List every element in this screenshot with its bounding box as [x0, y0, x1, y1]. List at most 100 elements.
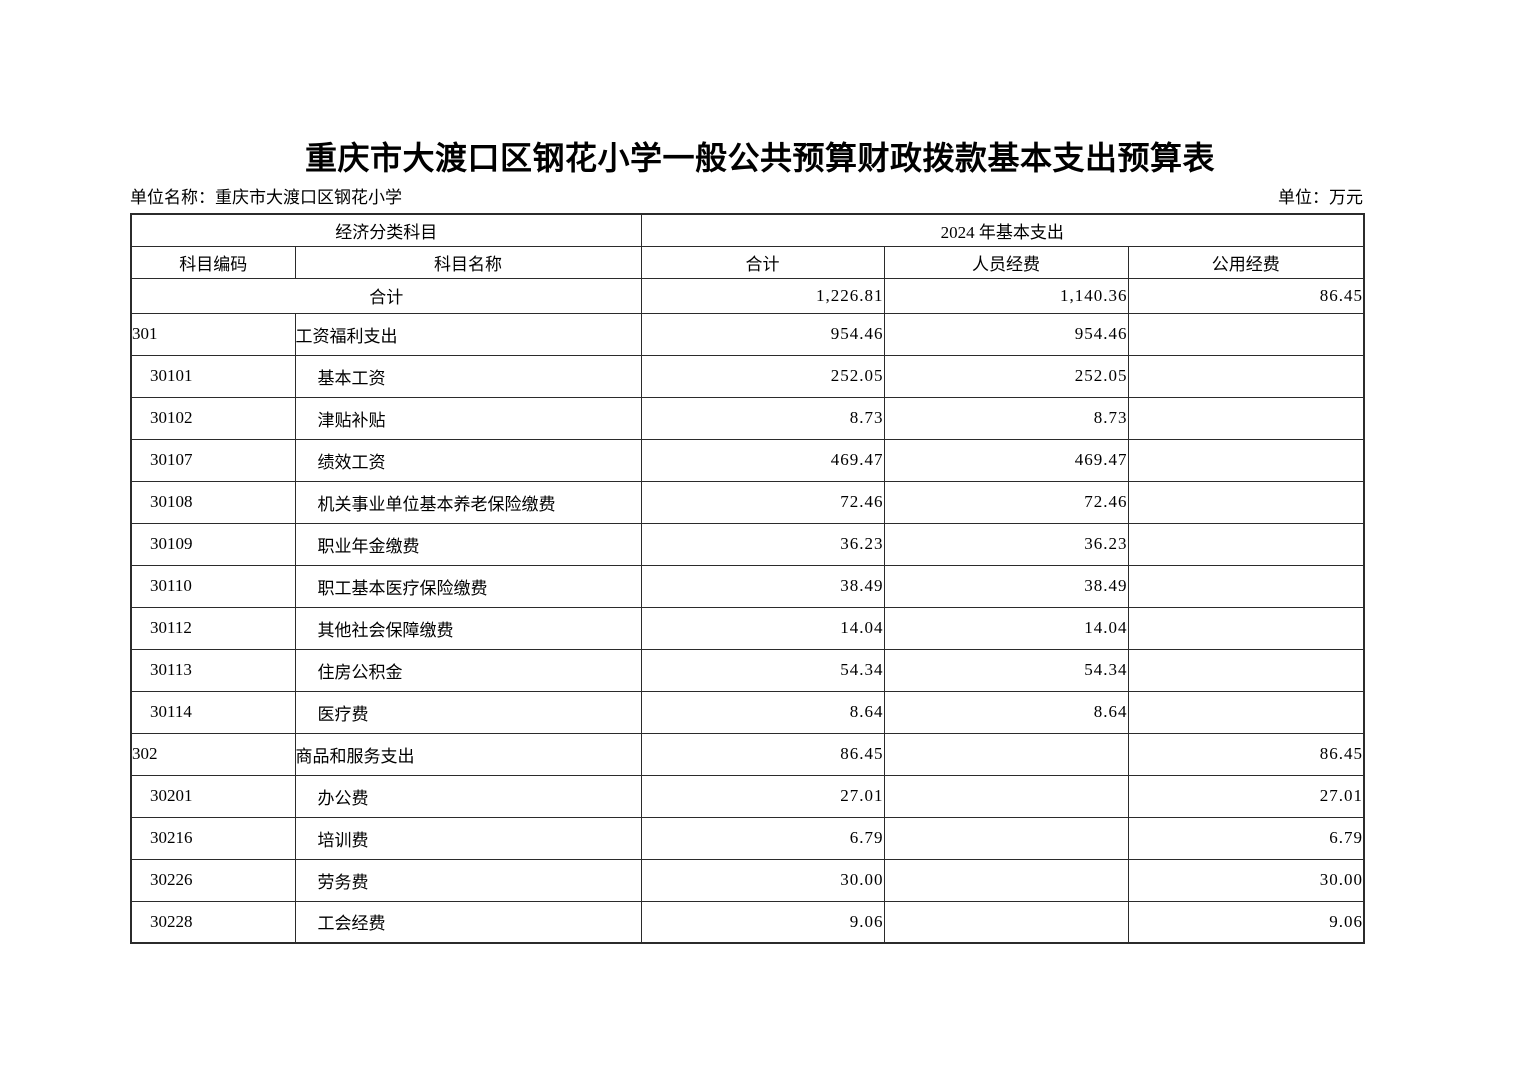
- personnel-value-cell: [883, 774, 1129, 818]
- table-row: 30110 职工基本医疗保险缴费 38.49 38.49: [130, 564, 1365, 608]
- public-value-cell: [1127, 480, 1365, 524]
- subject-name-cell: 住房公积金: [294, 648, 642, 692]
- subject-code-cell: 302: [130, 732, 296, 776]
- subject-code-cell: 30108: [130, 480, 296, 524]
- table-row: 30102 津贴补贴 8.73 8.73: [130, 396, 1365, 440]
- subject-code-cell: 30114: [130, 690, 296, 734]
- subject-name-cell: 其他社会保障缴费: [294, 606, 642, 650]
- table-row: 30112 其他社会保障缴费 14.04 14.04: [130, 606, 1365, 650]
- personnel-value-cell: [883, 732, 1129, 776]
- subject-name-cell: 劳务费: [294, 858, 642, 902]
- total-value-cell: 36.23: [640, 522, 885, 566]
- subject-name-cell: 津贴补贴: [294, 396, 642, 440]
- subject-name-cell: 基本工资: [294, 354, 642, 398]
- subject-code-cell: 30109: [130, 522, 296, 566]
- public-value-cell: [1127, 438, 1365, 482]
- meta-line: 单位名称：重庆市大渡口区钢花小学 单位：万元: [130, 186, 1363, 210]
- grand-total-personnel: 1,140.36: [883, 277, 1129, 314]
- total-value-cell: 8.64: [640, 690, 885, 734]
- table-row: 30201 办公费 27.01 27.01: [130, 774, 1365, 818]
- total-value-cell: 72.46: [640, 480, 885, 524]
- header-personnel-expense: 人员经费: [883, 245, 1129, 279]
- total-value-cell: 954.46: [640, 312, 885, 356]
- public-value-cell: [1127, 522, 1365, 566]
- subject-code-cell: 30101: [130, 354, 296, 398]
- public-value-cell: [1127, 312, 1365, 356]
- header-economic-classification: 经济分类科目: [130, 213, 642, 247]
- header-columns-row: 科目编码 科目名称 合计 人员经费 公用经费: [130, 245, 1365, 279]
- subject-name-cell: 职业年金缴费: [294, 522, 642, 566]
- personnel-value-cell: 72.46: [883, 480, 1129, 524]
- table-row: 30228 工会经费 9.06 9.06: [130, 900, 1365, 944]
- subject-code-cell: 30228: [130, 900, 296, 944]
- public-value-cell: 27.01: [1127, 774, 1365, 818]
- table-row: 302 商品和服务支出 86.45 86.45: [130, 732, 1365, 776]
- personnel-value-cell: 38.49: [883, 564, 1129, 608]
- subject-name-cell: 工资福利支出: [294, 312, 642, 356]
- total-value-cell: 38.49: [640, 564, 885, 608]
- unit-label: 单位：万元: [1278, 188, 1363, 207]
- header-2024-basic-expenditure: 2024 年基本支出: [640, 213, 1365, 247]
- total-value-cell: 469.47: [640, 438, 885, 482]
- subject-code-cell: 30113: [130, 648, 296, 692]
- header-subject-code: 科目编码: [130, 245, 296, 279]
- public-value-cell: 6.79: [1127, 816, 1365, 860]
- subject-code-cell: 301: [130, 312, 296, 356]
- total-value-cell: 9.06: [640, 900, 885, 944]
- table-row: 30226 劳务费 30.00 30.00: [130, 858, 1365, 902]
- subject-code-cell: 30226: [130, 858, 296, 902]
- subject-name-cell: 职工基本医疗保险缴费: [294, 564, 642, 608]
- unit-name-label: 单位名称：重庆市大渡口区钢花小学: [130, 188, 402, 207]
- public-value-cell: [1127, 648, 1365, 692]
- public-value-cell: [1127, 354, 1365, 398]
- personnel-value-cell: 54.34: [883, 648, 1129, 692]
- personnel-value-cell: 36.23: [883, 522, 1129, 566]
- public-value-cell: [1127, 396, 1365, 440]
- header-group-row: 经济分类科目 2024 年基本支出: [130, 213, 1365, 247]
- total-value-cell: 27.01: [640, 774, 885, 818]
- public-value-cell: 9.06: [1127, 900, 1365, 944]
- public-value-cell: [1127, 690, 1365, 734]
- subject-name-cell: 医疗费: [294, 690, 642, 734]
- personnel-value-cell: [883, 816, 1129, 860]
- public-value-cell: [1127, 606, 1365, 650]
- public-value-cell: 86.45: [1127, 732, 1365, 776]
- subject-code-cell: 30112: [130, 606, 296, 650]
- subject-code-cell: 30201: [130, 774, 296, 818]
- personnel-value-cell: 8.73: [883, 396, 1129, 440]
- subject-code-cell: 30110: [130, 564, 296, 608]
- budget-table: 经济分类科目 2024 年基本支出 科目编码 科目名称 合计 人员经费 公用经费…: [130, 213, 1366, 944]
- table-row: 30101 基本工资 252.05 252.05: [130, 354, 1365, 398]
- header-total: 合计: [640, 245, 885, 279]
- table-row: 30108 机关事业单位基本养老保险缴费 72.46 72.46: [130, 480, 1365, 524]
- public-value-cell: 30.00: [1127, 858, 1365, 902]
- subject-code-cell: 30216: [130, 816, 296, 860]
- public-value-cell: [1127, 564, 1365, 608]
- table-row: 30114 医疗费 8.64 8.64: [130, 690, 1365, 734]
- table-row-grand-total: 合计 1,226.81 1,140.36 86.45: [130, 277, 1365, 314]
- subject-name-cell: 绩效工资: [294, 438, 642, 482]
- personnel-value-cell: 14.04: [883, 606, 1129, 650]
- personnel-value-cell: 954.46: [883, 312, 1129, 356]
- personnel-value-cell: 8.64: [883, 690, 1129, 734]
- grand-total-label: 合计: [130, 277, 642, 314]
- header-subject-name: 科目名称: [294, 245, 642, 279]
- personnel-value-cell: 469.47: [883, 438, 1129, 482]
- subject-code-cell: 30102: [130, 396, 296, 440]
- total-value-cell: 252.05: [640, 354, 885, 398]
- total-value-cell: 14.04: [640, 606, 885, 650]
- total-value-cell: 8.73: [640, 396, 885, 440]
- personnel-value-cell: 252.05: [883, 354, 1129, 398]
- grand-total-total: 1,226.81: [640, 277, 885, 314]
- subject-name-cell: 工会经费: [294, 900, 642, 944]
- grand-total-public: 86.45: [1127, 277, 1365, 314]
- total-value-cell: 86.45: [640, 732, 885, 776]
- table-row: 30113 住房公积金 54.34 54.34: [130, 648, 1365, 692]
- total-value-cell: 30.00: [640, 858, 885, 902]
- total-value-cell: 54.34: [640, 648, 885, 692]
- table-row: 30216 培训费 6.79 6.79: [130, 816, 1365, 860]
- total-value-cell: 6.79: [640, 816, 885, 860]
- table-row: 30109 职业年金缴费 36.23 36.23: [130, 522, 1365, 566]
- subject-name-cell: 培训费: [294, 816, 642, 860]
- personnel-value-cell: [883, 900, 1129, 944]
